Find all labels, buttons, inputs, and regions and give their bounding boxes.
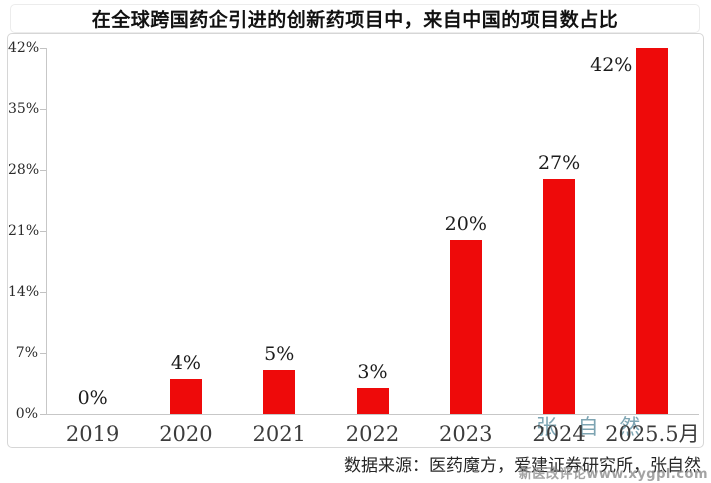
y-tick-mark — [40, 48, 46, 49]
author-watermark: 张 自 然 — [536, 415, 648, 439]
y-tick-mark — [40, 414, 46, 415]
x-tick-label: 2023 — [439, 422, 493, 446]
bar-value-label: 5% — [264, 343, 295, 365]
y-tick-label: 0% — [15, 406, 38, 422]
bar-value-label: 20% — [444, 213, 487, 235]
bar — [263, 370, 296, 414]
x-tick-label: 2025.5月 — [605, 422, 700, 446]
bar — [449, 240, 482, 414]
bar-value-label: 42% — [590, 54, 633, 76]
bar-chart: 张 自 然 42% 35% 28% 21% 14% 7% 0% 0% 2019 4% 2020 5% 2… — [7, 33, 704, 448]
y-tick-label: 42% — [8, 40, 40, 56]
callout-connector-line — [630, 48, 658, 71]
bar — [356, 388, 389, 414]
bar-value-label: 27% — [537, 152, 581, 174]
y-tick-label: 7% — [15, 345, 38, 361]
page-title: 在全球跨国药企引进的创新药项目中，来自中国的项目数占比 — [91, 9, 619, 31]
x-tick-label: 2019 — [65, 422, 120, 446]
x-tick-label: 2021 — [252, 422, 306, 446]
y-tick-mark — [40, 109, 46, 110]
x-axis-line — [46, 414, 699, 415]
bar-value-label: 0% — [77, 387, 108, 409]
y-tick-mark — [40, 353, 46, 354]
page-title-bar: 在全球跨国药企引进的创新药项目中，来自中国的项目数占比 — [10, 4, 700, 33]
bar — [636, 48, 669, 414]
bar-value-label: 4% — [170, 352, 201, 374]
bar — [169, 379, 202, 414]
x-tick-label: 2024 — [532, 422, 586, 446]
y-tick-label: 28% — [8, 162, 40, 178]
bar — [543, 179, 576, 414]
x-tick-label: 2020 — [159, 422, 213, 446]
y-tick-label: 35% — [8, 101, 40, 117]
y-tick-label: 14% — [8, 284, 40, 300]
data-source-note: 数据来源：医药魔方，爱建证券研究所，张自然 — [344, 456, 701, 476]
y-axis-line — [46, 48, 47, 414]
y-tick-mark — [40, 292, 46, 293]
y-tick-mark — [40, 231, 46, 232]
site-watermark: 新医改评论www.xygpl.com — [518, 467, 708, 482]
y-tick-label: 21% — [8, 223, 40, 239]
x-tick-label: 2022 — [345, 422, 400, 446]
y-tick-mark — [40, 170, 46, 171]
bar-value-label: 3% — [357, 361, 388, 383]
